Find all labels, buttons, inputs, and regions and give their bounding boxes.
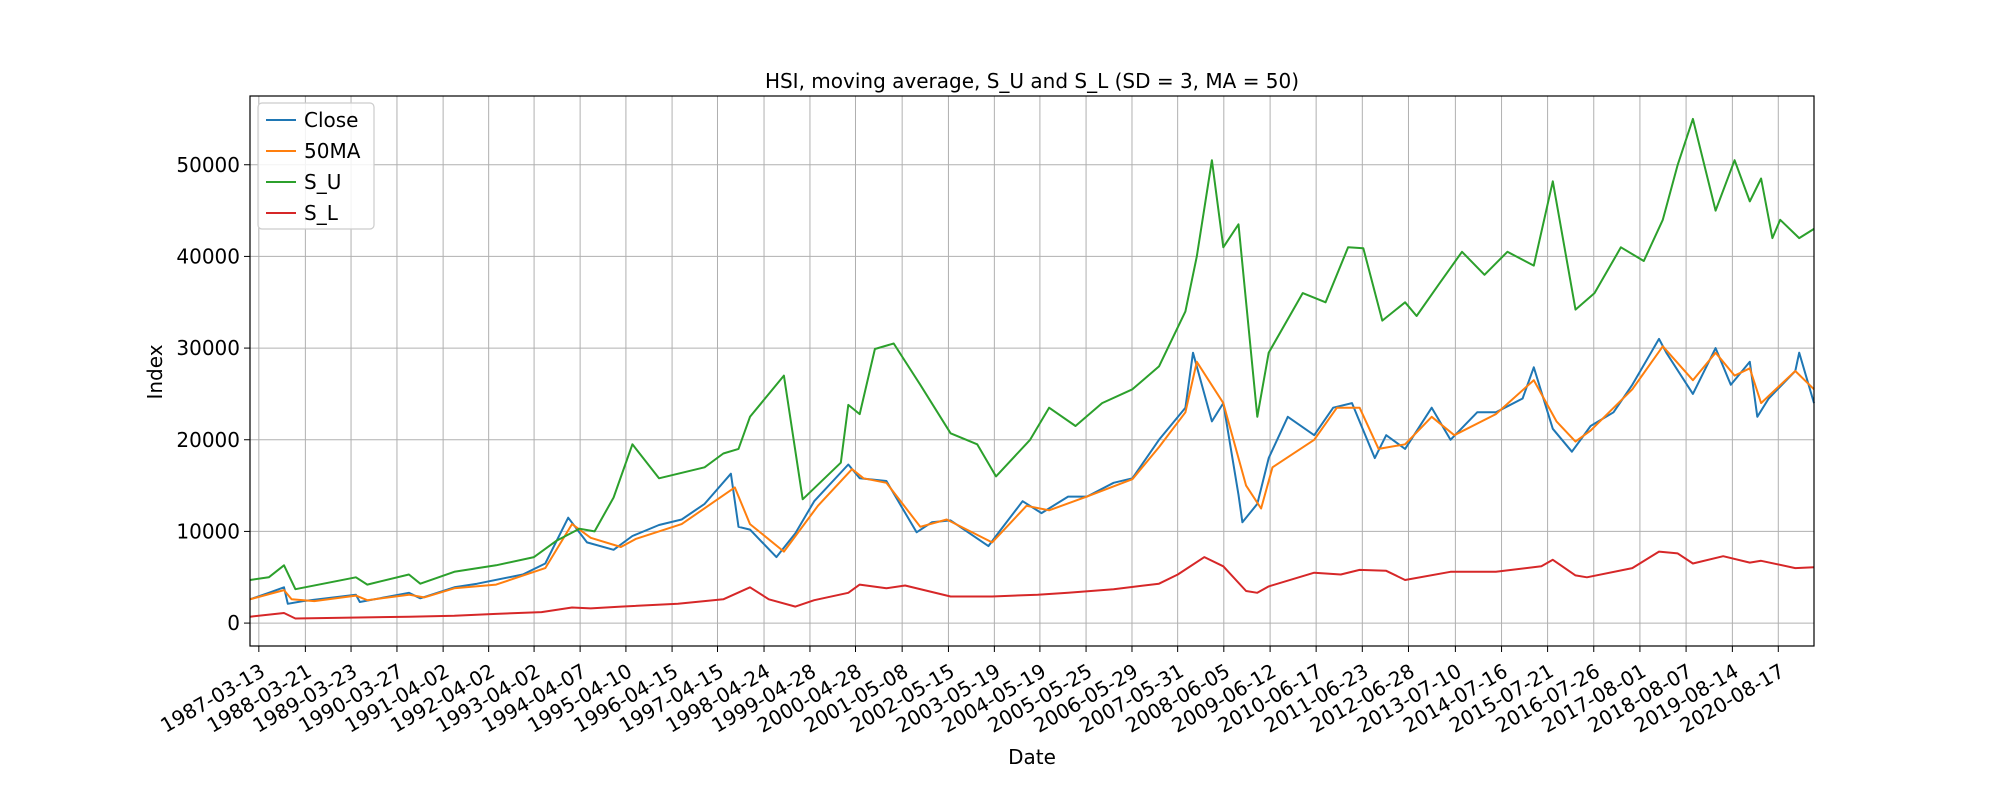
legend: Close 50MA S_U S_L (257, 102, 375, 230)
y-tick-label: 10000 (176, 519, 240, 543)
legend-box (257, 102, 375, 230)
legend-label: 50MA (304, 139, 361, 163)
grid (250, 96, 1814, 646)
y-tick-label: 20000 (176, 428, 240, 452)
x-axis-label: Date (1008, 745, 1056, 769)
legend-label: Close (304, 108, 358, 132)
series-line-50ma (249, 345, 1815, 603)
legend-label: S_L (304, 201, 339, 225)
y-tick-label: 50000 (176, 153, 240, 177)
series-line-s-l (249, 550, 1815, 620)
legend-label: S_U (304, 170, 341, 194)
chart-title: HSI, moving average, S_U and S_L (SD = 3… (765, 69, 1299, 93)
series-layer (249, 117, 1815, 620)
y-axis-ticks: 0 10000 20000 30000 40000 50000 (176, 153, 250, 635)
y-tick-label: 30000 (176, 336, 240, 360)
series-line-close (249, 337, 1815, 605)
y-axis-label: Index (143, 344, 167, 399)
series-line-s-u (249, 117, 1815, 591)
x-axis-ticks: 1987-03-131988-03-211989-03-231990-03-27… (156, 646, 1788, 738)
plot-frame (249, 95, 1815, 647)
y-tick-label: 0 (227, 611, 240, 635)
y-tick-label: 40000 (176, 244, 240, 268)
